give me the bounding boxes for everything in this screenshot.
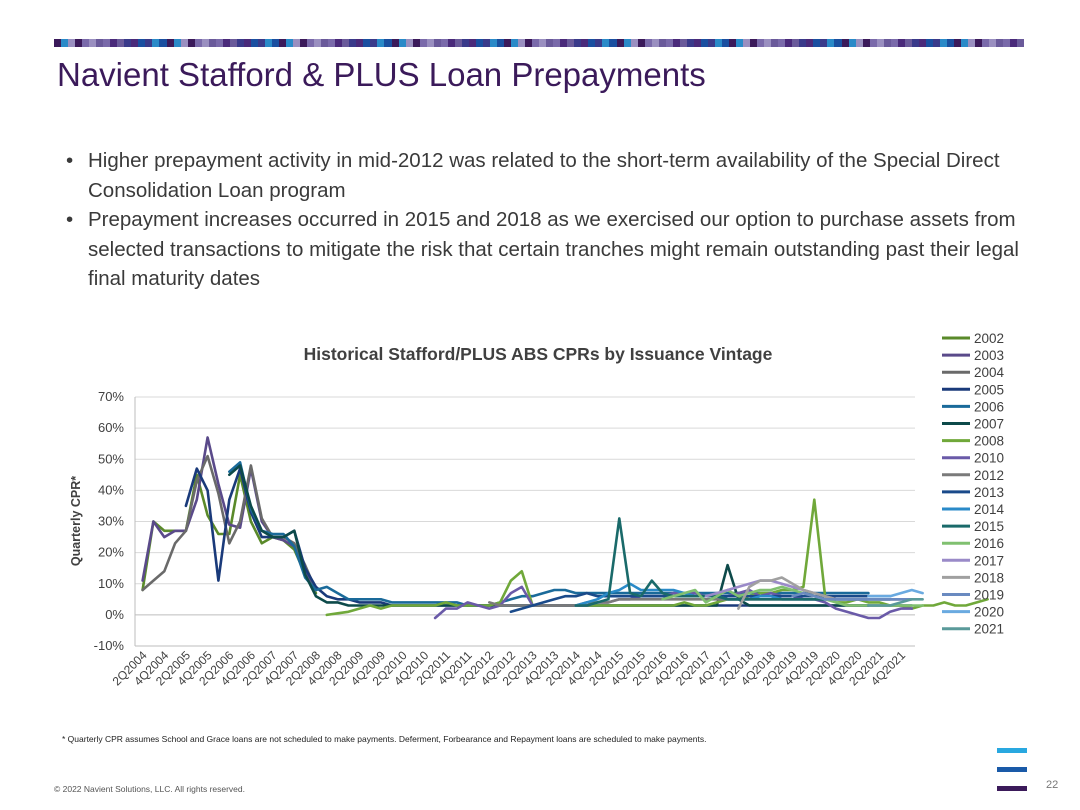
series-line-2021	[867, 597, 924, 607]
y-tick-label: -10%	[94, 638, 125, 653]
legend-label: 2016	[974, 536, 1004, 551]
legend-label: 2005	[974, 382, 1004, 397]
y-axis-ticks: -10% 0% 10% 20% 30% 40% 50% 60% 70%	[94, 389, 125, 653]
legend-label: 2021	[974, 622, 1004, 637]
legend-label: 2010	[974, 451, 1004, 466]
legend-label: 2013	[974, 485, 1004, 500]
legend-label: 2014	[974, 502, 1005, 517]
y-tick-label: 0%	[105, 607, 124, 622]
y-tick-label: 70%	[98, 389, 124, 404]
logo-bar-icon	[997, 748, 1027, 753]
series-line-2003	[141, 436, 318, 592]
y-tick-label: 10%	[98, 576, 124, 591]
logo-bar-icon	[997, 767, 1027, 772]
y-axis-label: Quarterly CPR*	[69, 476, 83, 566]
legend-label: 2004	[974, 365, 1005, 380]
legend: 2002 2003 2004 2005 2006 2007 2008 2010 2012 2013…	[942, 331, 1005, 637]
page-title: Navient Stafford & PLUS Loan Prepayments	[57, 56, 706, 93]
bullet-list: Higher prepayment activity in mid-2012 w…	[64, 146, 1024, 294]
page-number: 22	[1046, 779, 1059, 791]
series-line-2020	[867, 588, 924, 598]
legend-label: 2018	[974, 570, 1004, 585]
cpr-line-chart: Historical Stafford/PLUS ABS CPRs by Iss…	[69, 331, 1005, 688]
copyright: © 2022 Navient Solutions, LLC. All right…	[54, 784, 246, 794]
y-tick-label: 60%	[98, 420, 124, 435]
legend-label: 2006	[974, 399, 1004, 414]
legend-label: 2012	[974, 468, 1004, 483]
footnote: * Quarterly CPR assumes School and Grace…	[62, 734, 707, 744]
chart-title: Historical Stafford/PLUS ABS CPRs by Iss…	[304, 344, 773, 364]
legend-label: 2003	[974, 348, 1004, 363]
x-axis-ticks: 2Q20044Q20042Q20054Q20052Q20064Q20062Q20…	[110, 648, 909, 688]
legend-label: 2007	[974, 417, 1004, 432]
y-tick-label: 20%	[98, 545, 124, 560]
series-line-2019	[791, 591, 914, 601]
series-line-2007	[228, 464, 870, 607]
legend-label: 2002	[974, 331, 1004, 346]
series-line-2010	[433, 585, 914, 620]
legend-label: 2020	[974, 605, 1004, 620]
logo-bar-icon	[997, 786, 1027, 791]
y-tick-label: 30%	[98, 514, 124, 529]
legend-label: 2017	[974, 553, 1004, 568]
legend-label: 2015	[974, 519, 1004, 534]
legend-label: 2019	[974, 588, 1004, 603]
header-decorative-bar	[54, 39, 1026, 47]
bullet-item: Prepayment increases occurred in 2015 an…	[64, 205, 1024, 294]
y-tick-label: 50%	[98, 451, 124, 466]
series-line-2008	[325, 498, 989, 617]
legend-label: 2008	[974, 434, 1004, 449]
bullet-item: Higher prepayment activity in mid-2012 w…	[64, 146, 1024, 205]
series-lines	[141, 436, 989, 620]
y-tick-label: 40%	[98, 482, 124, 497]
